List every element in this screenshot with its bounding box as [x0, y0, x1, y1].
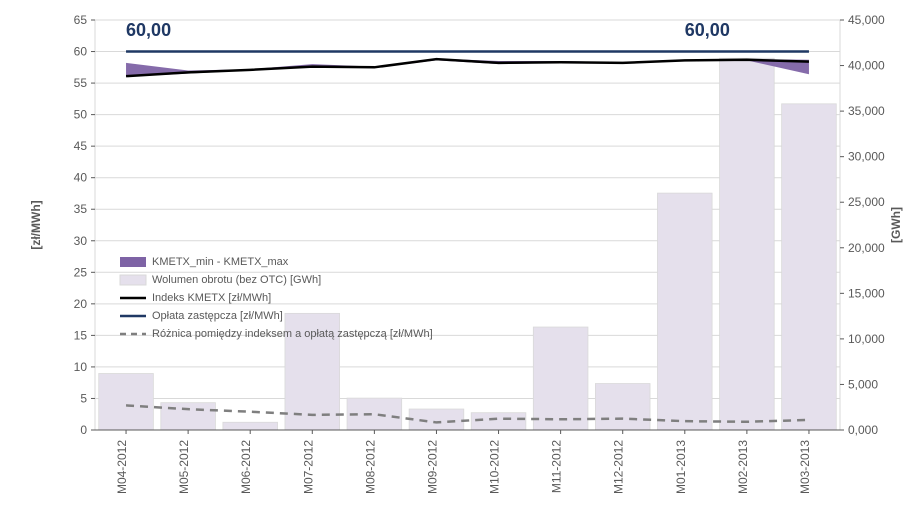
- x-category-label: M05-2012: [177, 440, 191, 494]
- y-left-tick: 60: [74, 45, 88, 59]
- y-right-tick: 30,000: [848, 150, 885, 164]
- y-left-tick: 35: [74, 202, 88, 216]
- y-right-tick: 5,000: [848, 377, 878, 391]
- y-right-tick: 20,000: [848, 241, 885, 255]
- y-left-tick: 0: [80, 423, 87, 437]
- volume-bar: [409, 409, 464, 430]
- volume-bar: [223, 422, 278, 430]
- y-right-tick: 15,000: [848, 286, 885, 300]
- y-left-tick: 15: [74, 328, 88, 342]
- x-category-label: M01-2013: [674, 440, 688, 494]
- fee-value-label: 60,00: [685, 20, 730, 40]
- x-category-label: M07-2012: [301, 440, 315, 494]
- y-right-tick: 25,000: [848, 195, 885, 209]
- volume-bar: [99, 374, 154, 430]
- x-category-label: M04-2012: [115, 440, 129, 494]
- y-left-tick: 10: [74, 360, 88, 374]
- x-category-label: M09-2012: [425, 440, 439, 494]
- y-left-tick: 30: [74, 234, 88, 248]
- legend-label: Wolumen obrotu (bez OTC) [GWh]: [152, 274, 321, 286]
- x-category-label: M10-2012: [488, 440, 502, 494]
- x-category-label: M02-2013: [736, 440, 750, 494]
- y-left-tick: 20: [74, 297, 88, 311]
- y-right-tick: 10,000: [848, 332, 885, 346]
- legend-label: Indeks KMETX [zł/MWh]: [152, 292, 271, 304]
- y-left-tick: 50: [74, 108, 88, 122]
- x-category-label: M06-2012: [239, 440, 253, 494]
- volume-bar: [720, 58, 775, 430]
- legend-label: KMETX_min - KMETX_max: [152, 256, 289, 268]
- y-right-title: [GWh]: [889, 207, 903, 243]
- x-category-label: M08-2012: [363, 440, 377, 494]
- y-left-tick: 40: [74, 171, 88, 185]
- x-category-label: M03-2013: [798, 440, 812, 494]
- volume-bar: [657, 193, 712, 430]
- y-left-tick: 25: [74, 265, 88, 279]
- volume-bar: [782, 104, 837, 430]
- y-left-tick: 55: [74, 76, 88, 90]
- y-left-title: [zł/MWh]: [29, 200, 43, 249]
- x-category-label: M12-2012: [612, 440, 626, 494]
- x-category-label: M11-2012: [550, 440, 564, 493]
- y-right-tick: 35,000: [848, 104, 885, 118]
- y-right-tick: 40,000: [848, 59, 885, 73]
- fee-value-label: 60,00: [126, 20, 171, 40]
- chart-container: 0 5 10 15 20 25 30 35 40 45 50 55 60 65 0,000 5,000 10,0…: [0, 0, 916, 522]
- y-right-tick: 45,000: [848, 13, 885, 27]
- y-right-tick: 0,000: [848, 423, 878, 437]
- legend-label: Różnica pomiędzy indeksem a opłatą zastę…: [152, 328, 433, 340]
- y-left-tick: 5: [80, 391, 87, 405]
- y-left-tick: 45: [74, 139, 88, 153]
- volume-bar: [471, 413, 526, 430]
- y-left-tick: 65: [74, 13, 88, 27]
- legend-label: Opłata zastępcza [zł/MWh]: [152, 310, 283, 322]
- volume-bar: [595, 384, 650, 430]
- volume-bar: [533, 327, 588, 430]
- chart-svg: 0 5 10 15 20 25 30 35 40 45 50 55 60 65 0,000 5,000 10,0…: [0, 0, 916, 522]
